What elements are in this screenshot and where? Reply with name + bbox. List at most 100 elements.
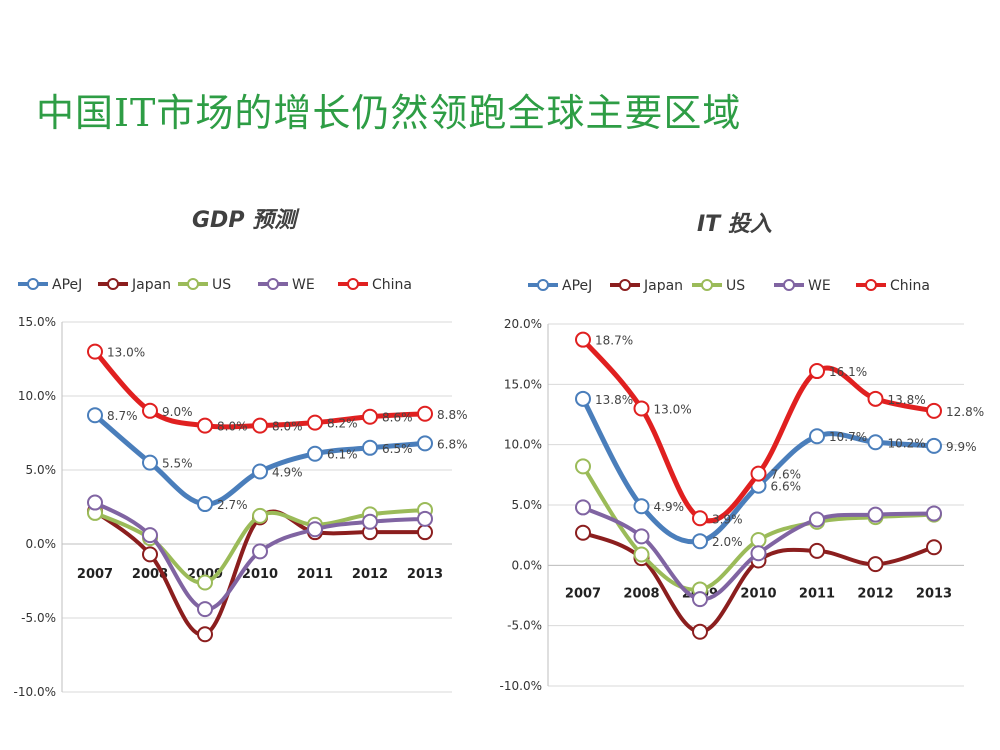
- legend-marker: [537, 279, 549, 291]
- category-label: 2013: [407, 567, 443, 582]
- data-point-japan: [809, 542, 825, 559]
- data-label: 8.8%: [437, 408, 468, 422]
- data-point-china: [142, 402, 158, 419]
- data-point-us: [750, 531, 767, 548]
- data-label: 6.8%: [437, 437, 468, 451]
- data-point-we: [307, 521, 323, 538]
- data-label: 13.0%: [654, 402, 692, 416]
- data-point-us: [252, 507, 268, 524]
- y-tick-label: 5.0%: [512, 498, 543, 512]
- data-point-china: [307, 414, 323, 431]
- data-label: 8.0%: [217, 420, 248, 434]
- y-tick-label: 15.0%: [504, 377, 542, 391]
- data-point-we: [750, 545, 767, 562]
- data-point-we: [926, 505, 942, 522]
- data-point-we: [87, 494, 103, 511]
- data-point-we: [362, 513, 378, 530]
- data-label: 10.7%: [829, 430, 867, 444]
- data-point-we: [252, 543, 268, 560]
- data-point-china: [252, 417, 268, 434]
- data-point-china: [575, 331, 591, 348]
- data-label: 4.9%: [654, 500, 685, 514]
- legend-label-we: WE: [808, 278, 831, 294]
- category-label: 2012: [857, 586, 893, 601]
- data-point-we: [417, 510, 433, 527]
- legend-marker: [865, 279, 877, 291]
- data-point-apej: [252, 463, 268, 480]
- legend-label-we: WE: [292, 277, 315, 293]
- data-point-us: [197, 574, 213, 591]
- data-label: 4.9%: [272, 465, 303, 479]
- category-label: 2011: [297, 567, 333, 582]
- series-line-china: [581, 338, 935, 524]
- data-label: 12.8%: [946, 405, 984, 419]
- data-point-japan: [417, 524, 433, 541]
- data-point-we: [575, 499, 591, 516]
- legend-label-apej: APeJ: [52, 277, 82, 293]
- data-point-japan: [575, 524, 591, 541]
- data-point-apej: [307, 445, 323, 462]
- data-point-china: [417, 405, 433, 422]
- data-point-apej: [417, 435, 433, 452]
- legend-label-japan: Japan: [643, 278, 683, 294]
- data-point-china: [692, 510, 708, 527]
- legend-marker: [27, 278, 39, 290]
- data-point-we: [809, 511, 825, 528]
- data-label: 13.0%: [107, 346, 145, 360]
- data-point-china: [197, 417, 213, 434]
- data-label: 3.9%: [712, 512, 743, 526]
- it-investment-chart: -10.0% -5.0% 0.0% 5.0% 10.0% 15.0% 20.0% 2007 20…: [500, 278, 985, 693]
- data-point-japan: [142, 546, 158, 563]
- data-point-apej: [87, 407, 103, 424]
- data-label: 9.9%: [946, 440, 977, 454]
- data-point-china: [809, 363, 825, 380]
- legend-marker: [267, 278, 279, 290]
- data-point-apej: [867, 434, 884, 451]
- y-tick-label: 10.0%: [18, 389, 56, 403]
- data-point-we: [633, 528, 650, 545]
- legend-marker: [783, 279, 795, 291]
- y-tick-label: 20.0%: [504, 317, 542, 331]
- category-label: 2010: [242, 567, 278, 582]
- legend-label-china: China: [890, 278, 930, 294]
- y-tick-label: -5.0%: [507, 619, 542, 633]
- data-label: 8.6%: [382, 411, 413, 425]
- data-label: 13.8%: [888, 393, 926, 407]
- data-label: 13.8%: [595, 393, 633, 407]
- category-label: 2008: [623, 586, 659, 601]
- legend-label-china: China: [372, 277, 412, 293]
- data-point-apej: [633, 498, 650, 515]
- data-point-china: [87, 343, 103, 360]
- data-point-us: [633, 546, 650, 563]
- data-point-japan: [692, 623, 708, 640]
- data-label: 18.7%: [595, 334, 633, 348]
- data-point-we: [142, 527, 158, 544]
- legend-marker: [701, 279, 713, 291]
- legend-marker: [187, 278, 199, 290]
- data-point-us: [575, 458, 591, 475]
- category-label: 2010: [740, 586, 776, 601]
- data-label: 6.1%: [327, 448, 358, 462]
- data-point-china: [867, 390, 884, 407]
- data-point-apej: [362, 439, 378, 456]
- data-point-apej: [926, 437, 942, 454]
- data-label: 8.0%: [272, 420, 303, 434]
- legend-marker: [619, 279, 631, 291]
- category-label: 2007: [77, 567, 113, 582]
- category-label: 2012: [352, 567, 388, 582]
- y-tick-label: 10.0%: [504, 438, 542, 452]
- data-point-apej: [575, 390, 591, 407]
- data-point-apej: [809, 428, 825, 445]
- data-point-china: [633, 400, 650, 417]
- data-point-china: [926, 402, 942, 419]
- legend-label-us: US: [726, 278, 745, 294]
- data-point-china: [750, 465, 767, 482]
- data-point-japan: [867, 556, 884, 573]
- data-label: 9.0%: [162, 405, 193, 419]
- data-label: 8.7%: [107, 409, 138, 423]
- y-tick-label: 0.0%: [512, 558, 543, 572]
- data-point-we: [867, 506, 884, 523]
- y-tick-label: -10.0%: [500, 679, 542, 693]
- data-label: 2.7%: [217, 498, 248, 512]
- y-tick-label: 0.0%: [26, 537, 57, 551]
